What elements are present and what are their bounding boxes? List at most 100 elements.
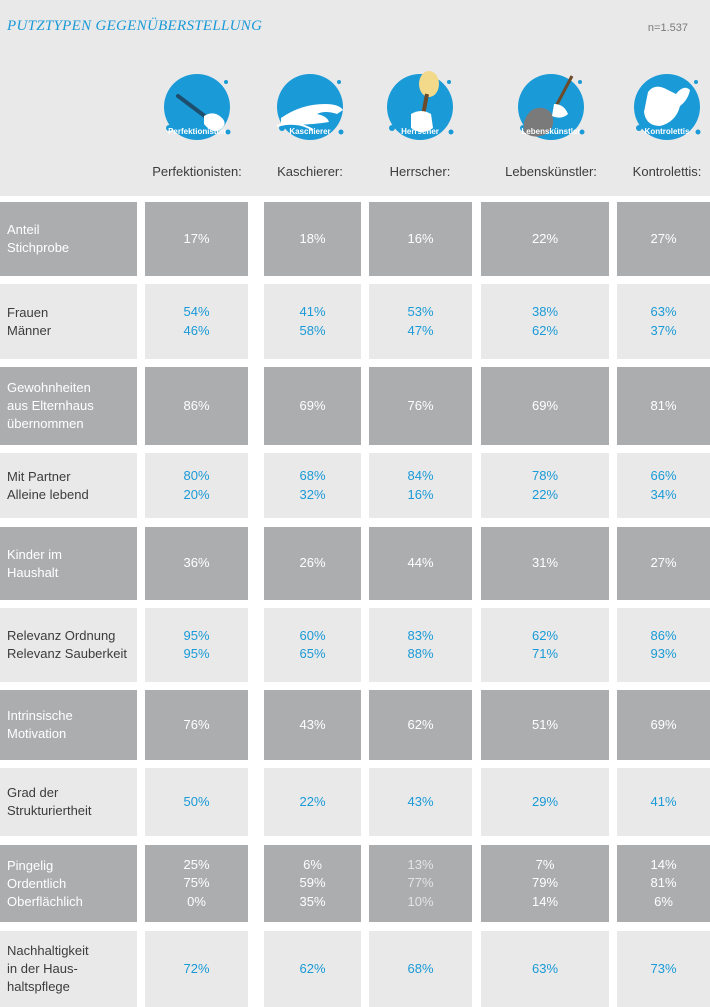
cell-values: 7% 79% 14% — [481, 845, 609, 922]
cell-value: 50% — [183, 793, 210, 809]
cell-values: 69% — [617, 690, 710, 760]
table-cell — [617, 453, 710, 518]
table-cell — [617, 768, 710, 836]
cell-value: 83% — [407, 627, 434, 643]
cell-value: 35% — [299, 893, 326, 909]
cell-value: 63% — [531, 960, 559, 976]
type-badge-label: Kaschierer — [289, 127, 330, 136]
cell-values: 63% — [481, 931, 609, 1007]
row-label-line: Pingelig — [7, 857, 54, 873]
cell-values: 66% 34% — [617, 453, 710, 518]
table-cell — [145, 284, 248, 359]
row-label-line: Anteil — [7, 222, 40, 237]
table-cell — [264, 931, 361, 1007]
cell-values: 26% — [264, 527, 361, 600]
cell-value: 51% — [531, 716, 559, 732]
page-title: PUTZTYPEN GEGENÜBERSTELLUNG — [7, 18, 263, 34]
cell-value: 95% — [183, 627, 210, 643]
cell-value: 14% — [531, 893, 559, 909]
cell-value: 65% — [299, 646, 326, 661]
cell-values: 43% — [369, 768, 472, 836]
cell-values: 81% — [617, 367, 710, 445]
table-row: Mit Partner Alleine lebend 80% 20% 68% 32% 84%… — [0, 453, 710, 518]
cell-value: 72% — [183, 960, 210, 976]
cell-value: 60% — [299, 627, 326, 643]
cell-value: 54% — [183, 304, 210, 319]
row-label: Relevanz Ordnung Relevanz Sauberkeit — [0, 608, 137, 682]
cell-values: 76% — [145, 690, 248, 760]
table-cell — [617, 608, 710, 682]
table-cell — [264, 453, 361, 518]
cell-value: 58% — [299, 322, 326, 338]
table-cell — [369, 768, 472, 836]
cell-value: 43% — [407, 793, 434, 809]
cell-value: 38% — [531, 304, 559, 319]
row-label-line: in der Haus- — [7, 961, 78, 976]
table-cell — [369, 527, 472, 600]
row-label: Intrinsische Motivation — [0, 690, 137, 760]
table-cell — [369, 931, 472, 1007]
table-row: Frauen Männer 54% 46% 41% 58% 53% 47% 38% 62% 63% 3… — [0, 284, 710, 359]
row-label-line: Gewohnheiten — [7, 380, 91, 395]
table-cell — [617, 690, 710, 760]
cell-values: 83% 88% — [369, 608, 472, 682]
table-cell — [145, 931, 248, 1007]
cell-value: 93% — [650, 646, 677, 661]
cell-values: 43% — [264, 690, 361, 760]
cell-values: 63% 37% — [617, 284, 710, 359]
cell-values: 68% — [369, 931, 472, 1007]
table-cell — [145, 768, 248, 836]
table-cell — [481, 845, 609, 922]
cell-value: 62% — [407, 716, 434, 732]
table-cell — [369, 202, 472, 276]
cell-value: 53% — [407, 304, 434, 319]
cell-values: 29% — [481, 768, 609, 836]
table-cell — [481, 768, 609, 836]
table-cell — [145, 453, 248, 518]
table-row: Grad der Strukturiertheit 50% 22% 43% 29% 41% — [0, 768, 710, 836]
row-label: Mit Partner Alleine lebend — [0, 453, 137, 518]
table-cell — [264, 768, 361, 836]
cell-value: 95% — [183, 646, 210, 661]
cell-value: 27% — [650, 230, 677, 246]
table-row: Intrinsische Motivation 76% 43% 62% 51% 69% — [0, 690, 710, 760]
table-cell — [617, 527, 710, 600]
row-label-line: Nachhaltigkeit — [7, 943, 89, 958]
table-cell — [145, 608, 248, 682]
cell-value: 6% — [654, 893, 673, 909]
cell-values: 18% — [264, 202, 361, 276]
row-label-line: Stichprobe — [7, 240, 70, 255]
row-label-line: Haushalt — [7, 564, 59, 580]
cell-values: 27% — [617, 527, 710, 600]
cell-value: 59% — [299, 875, 326, 891]
row-label-line: Ordentlich — [7, 875, 67, 891]
cell-value: 13% — [407, 856, 434, 872]
header-band: PUTZTYPEN GEGENÜBERSTELLUNG n=1.537 — [0, 0, 710, 196]
cell-values: 95% 95% — [145, 608, 248, 682]
row-label-line: haltspflege — [7, 979, 70, 994]
glove-hand-icon: Kontrolettis — [630, 70, 704, 144]
cell-value: 63% — [650, 304, 677, 319]
table-cell — [481, 527, 609, 600]
cell-values: 16% — [369, 202, 472, 276]
cell-value: 68% — [299, 468, 326, 483]
row-label-line: Relevanz Sauberkeit — [7, 646, 127, 661]
cell-value: 44% — [407, 555, 434, 571]
cell-values: 41% — [617, 768, 710, 836]
row-label-line: Alleine lebend — [7, 486, 89, 502]
cell-value: 41% — [650, 793, 677, 809]
cell-value: 86% — [183, 397, 210, 413]
table-cell — [264, 527, 361, 600]
table-cell — [481, 202, 609, 276]
cell-values: 60% 65% — [264, 608, 361, 682]
cell-value: 86% — [650, 627, 677, 643]
cell-values: 73% — [617, 931, 710, 1007]
cell-value: 31% — [531, 555, 559, 571]
cell-value: 41% — [299, 304, 326, 319]
cell-value: 10% — [407, 893, 434, 909]
cell-values: 51% — [481, 690, 609, 760]
table-cell — [617, 931, 710, 1007]
cell-values: 22% — [481, 202, 609, 276]
cell-value: 32% — [299, 486, 326, 502]
cell-values: 86% 93% — [617, 608, 710, 682]
